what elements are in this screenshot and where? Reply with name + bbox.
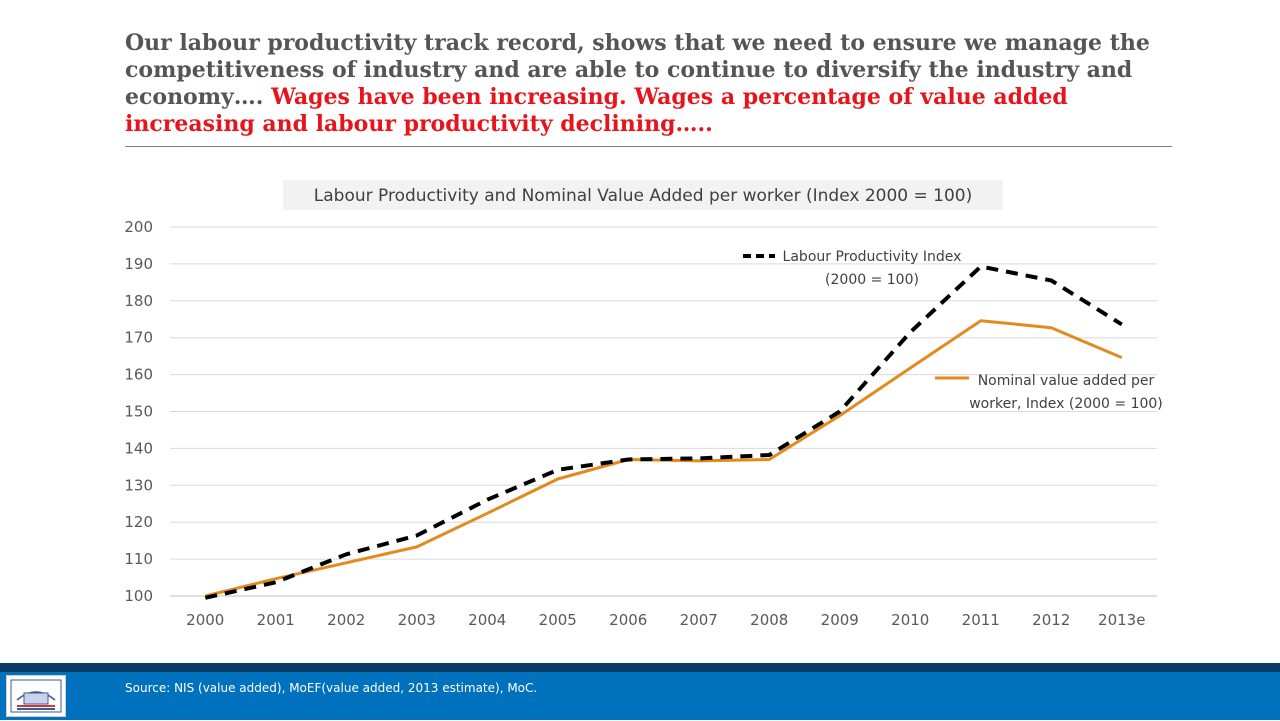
series-line-labour-productivity — [204, 264, 1123, 600]
headline-text: Our labour productivity track record, sh… — [125, 30, 1150, 110]
footer-band — [0, 663, 1280, 672]
source-note: Source: NIS (value added), MoEF(value ad… — [125, 681, 538, 695]
line-chart: Labour Productivity and Nominal Value Ad… — [124, 180, 1163, 629]
x-tick-label-2005: 2005 — [539, 611, 577, 629]
series-lines — [204, 264, 1123, 600]
y-tick-label-180: 180 — [124, 292, 153, 310]
legend-label-labour-productivity-line2: (2000 = 100) — [825, 272, 919, 288]
y-axis-labels: 100 110 120 130 140 150 160 170 180 190 200 — [124, 218, 153, 605]
x-tick-label-2012: 2012 — [1032, 611, 1070, 629]
organization-logo — [6, 675, 66, 717]
x-tick-label-2002: 2002 — [327, 611, 365, 629]
x-tick-label-2000: 2000 — [186, 611, 224, 629]
logo-emblem-icon — [10, 679, 62, 713]
chart-title-background — [283, 180, 1003, 210]
legend-label-nominal-value-added-line2: worker, Index (2000 = 100) — [969, 396, 1163, 412]
y-tick-label-200: 200 — [124, 218, 153, 236]
chart-title: Labour Productivity and Nominal Value Ad… — [314, 186, 972, 206]
y-tick-label-120: 120 — [124, 513, 153, 531]
gridlines — [170, 226, 1157, 597]
x-tick-label-2007: 2007 — [680, 611, 718, 629]
y-tick-label-160: 160 — [124, 366, 153, 384]
x-tick-label-2006: 2006 — [609, 611, 647, 629]
x-tick-label-2011: 2011 — [962, 611, 1000, 629]
x-tick-label-2008: 2008 — [750, 611, 788, 629]
y-tick-label-110: 110 — [124, 550, 153, 568]
y-tick-label-190: 190 — [124, 255, 153, 273]
footer-bar — [0, 672, 1280, 720]
x-tick-label-2009: 2009 — [821, 611, 859, 629]
x-axis-labels: 2000 2001 2002 2003 2004 2005 2006 2007 2008 2009… — [186, 611, 1145, 629]
y-tick-label-100: 100 — [124, 587, 153, 605]
slide-headline: Our labour productivity track record, sh… — [125, 30, 1185, 138]
legend-labour-productivity: Labour Productivity Index (2000 = 100) — [743, 249, 961, 288]
x-tick-label-2010: 2010 — [891, 611, 929, 629]
headline-highlight: Wages have been increasing. Wages a perc… — [125, 84, 1068, 137]
x-tick-label-2013e: 2013e — [1098, 611, 1145, 629]
legend-label-nominal-value-added-line1: Nominal value added per — [978, 373, 1155, 389]
x-tick-label-2003: 2003 — [398, 611, 436, 629]
y-tick-label-140: 140 — [124, 439, 153, 457]
legend-label-labour-productivity-line1: Labour Productivity Index — [783, 249, 962, 265]
y-tick-label-170: 170 — [124, 329, 153, 347]
x-tick-label-2001: 2001 — [257, 611, 295, 629]
y-tick-label-150: 150 — [124, 403, 153, 421]
headline-divider — [125, 146, 1172, 147]
y-tick-label-130: 130 — [124, 476, 153, 494]
x-tick-label-2004: 2004 — [468, 611, 506, 629]
legend-nominal-value-added: Nominal value added per worker, Index (2… — [935, 373, 1163, 412]
